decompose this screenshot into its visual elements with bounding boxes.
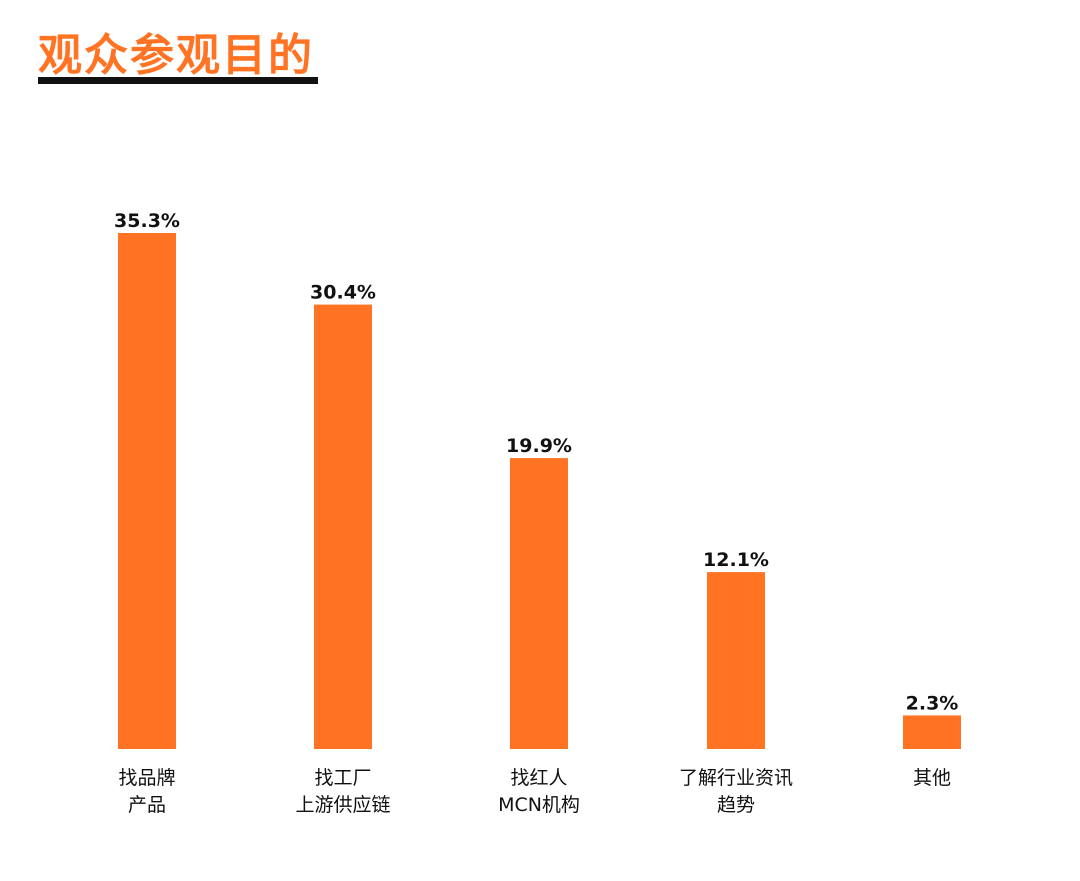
title-block: 观众参观目的 [38, 26, 318, 86]
bar-value-label-0: 35.3% [114, 210, 180, 232]
value-labels-group: 35.3% 30.4% 19.9% 12.1% 2.3% [114, 210, 958, 714]
category-label-3-line-0: 了解行业资讯 [679, 767, 793, 789]
bar-0 [118, 233, 176, 749]
page-title: 观众参观目的 [38, 26, 318, 86]
title-text: 观众参观目的 [38, 30, 314, 81]
bar-1 [314, 304, 372, 749]
bar-value-label-2: 19.9% [506, 435, 572, 457]
bar-value-label-1: 30.4% [310, 282, 376, 304]
category-label-2-line-0: 找红人 [510, 767, 567, 789]
category-label-1-line-1: 上游供应链 [295, 794, 390, 816]
bar-value-label-3: 12.1% [703, 549, 769, 571]
category-label-1-line-0: 找工厂 [314, 767, 371, 789]
bar-2 [510, 458, 568, 749]
category-label-0-line-1: 产品 [128, 794, 166, 816]
category-label-0-line-0: 找品牌 [118, 767, 175, 789]
category-label-2-line-1: MCN机构 [498, 794, 580, 816]
bar-3 [707, 572, 765, 749]
bar-value-label-4: 2.3% [906, 692, 959, 714]
title-underline [38, 77, 318, 84]
category-label-3-line-1: 趋势 [717, 794, 755, 816]
category-label-4-line-0: 其他 [913, 767, 951, 789]
bars-group [118, 233, 961, 749]
bar-4 [903, 715, 961, 749]
